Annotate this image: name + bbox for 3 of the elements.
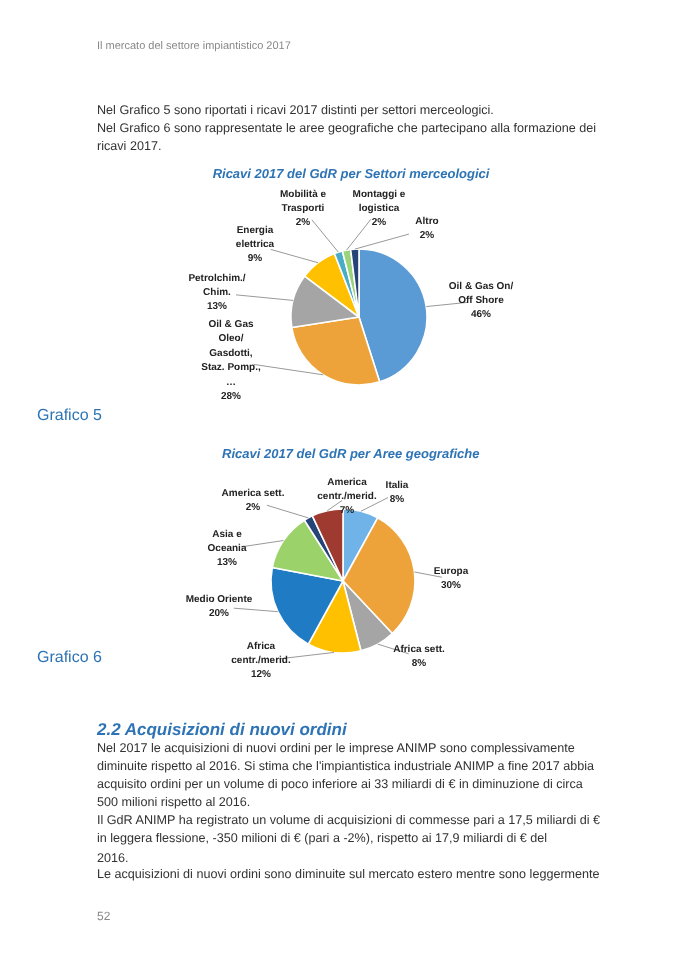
- text: 2.2 Acquisizioni di nuovi ordini: [95, 719, 348, 739]
- text: Grafico 6: [37, 648, 104, 666]
- text: Grafico 5: [37, 406, 104, 424]
